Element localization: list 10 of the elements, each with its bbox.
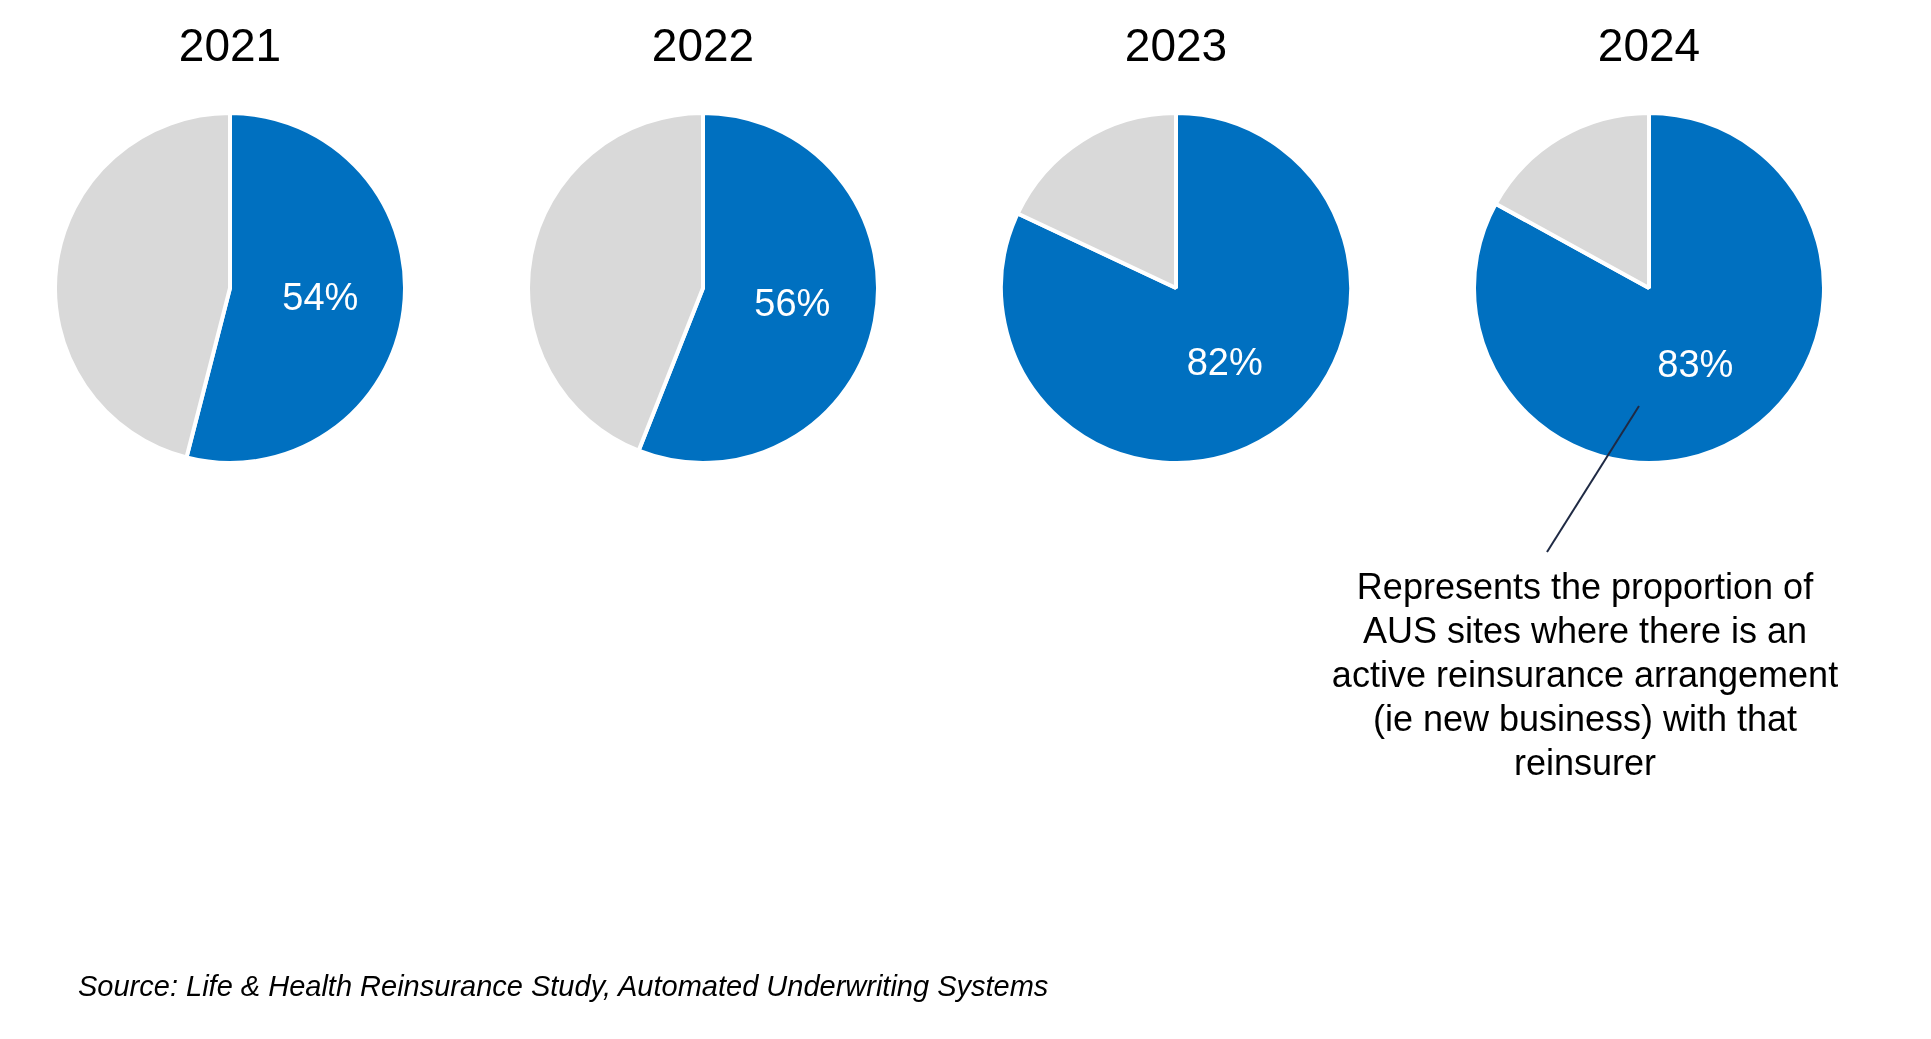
data-label: 54%	[282, 275, 359, 318]
chart-title: 2024	[1596, 18, 1702, 72]
data-label: 56%	[754, 281, 831, 324]
chart-title: 2021	[177, 18, 283, 72]
text: Represents the proportion of AUS sites where there is an active reinsurance arrangement (ie new business) with that reinsurer	[1330, 565, 1840, 785]
data-label: 83%	[1657, 342, 1734, 385]
chart-title: 2022	[650, 18, 756, 72]
chart-title: 2023	[1123, 18, 1229, 72]
data-label: 82%	[1186, 341, 1263, 384]
source-note: Source: Life & Health Reinsurance Study, Automated Underwriting Systems	[78, 970, 1049, 1003]
